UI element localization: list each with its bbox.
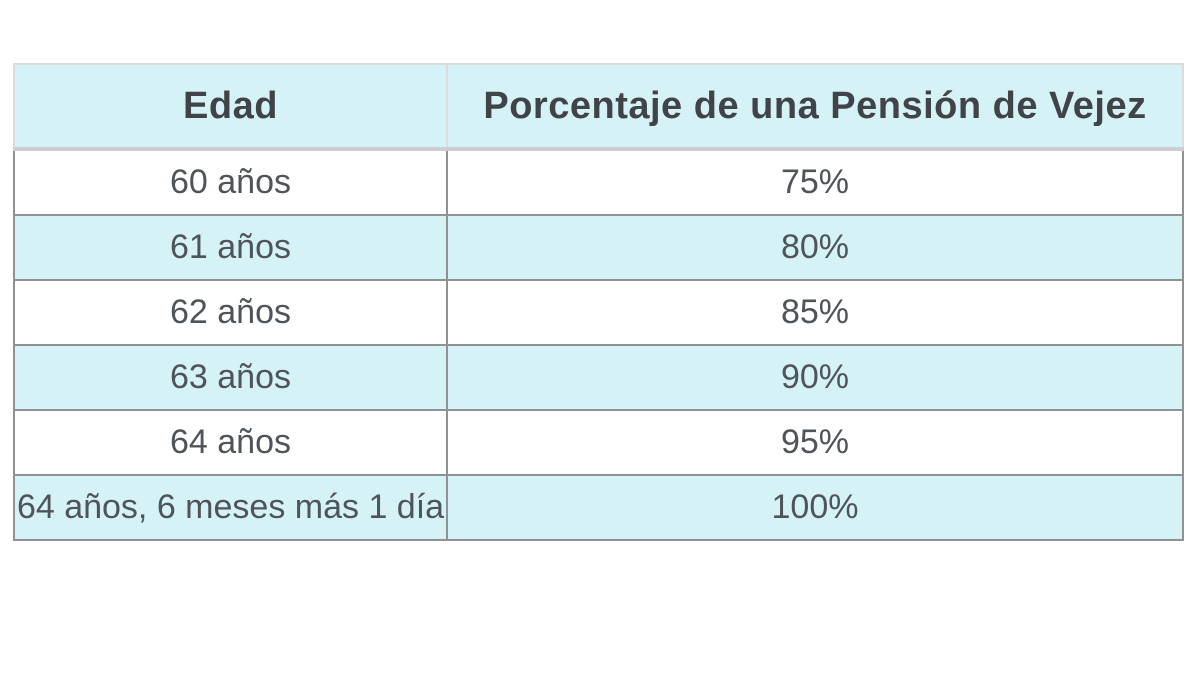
table-row: 61 años 80% [13,214,1184,281]
porcentaje-cell: 85% [446,279,1184,346]
porcentaje-cell: 80% [446,214,1184,281]
porcentaje-cell: 90% [446,344,1184,411]
edad-cell: 64 años, 6 meses más 1 día [13,474,448,541]
edad-cell: 62 años [13,279,448,346]
edad-cell: 60 años [13,148,448,216]
edad-cell: 61 años [13,214,448,281]
porcentaje-cell: 100% [446,474,1184,541]
edad-cell: 63 años [13,344,448,411]
table-row: 64 años 95% [13,409,1184,476]
porcentaje-cell: 95% [446,409,1184,476]
edad-cell: 64 años [13,409,448,476]
table-body: 60 años 75% 61 años 80% 62 años 85% 63 a… [13,148,1184,541]
table-row: 63 años 90% [13,344,1184,411]
column-header-porcentaje: Porcentaje de una Pensión de Vejez [446,63,1184,151]
pension-percentage-table: Edad Porcentaje de una Pensión de Vejez … [13,63,1184,541]
column-header-edad: Edad [13,63,448,151]
porcentaje-cell: 75% [446,148,1184,216]
table-row: 64 años, 6 meses más 1 día 100% [13,474,1184,541]
table-header: Edad Porcentaje de una Pensión de Vejez [13,63,1184,151]
table-row: 62 años 85% [13,279,1184,346]
header-row: Edad Porcentaje de una Pensión de Vejez [13,63,1184,151]
table-row: 60 años 75% [13,148,1184,216]
